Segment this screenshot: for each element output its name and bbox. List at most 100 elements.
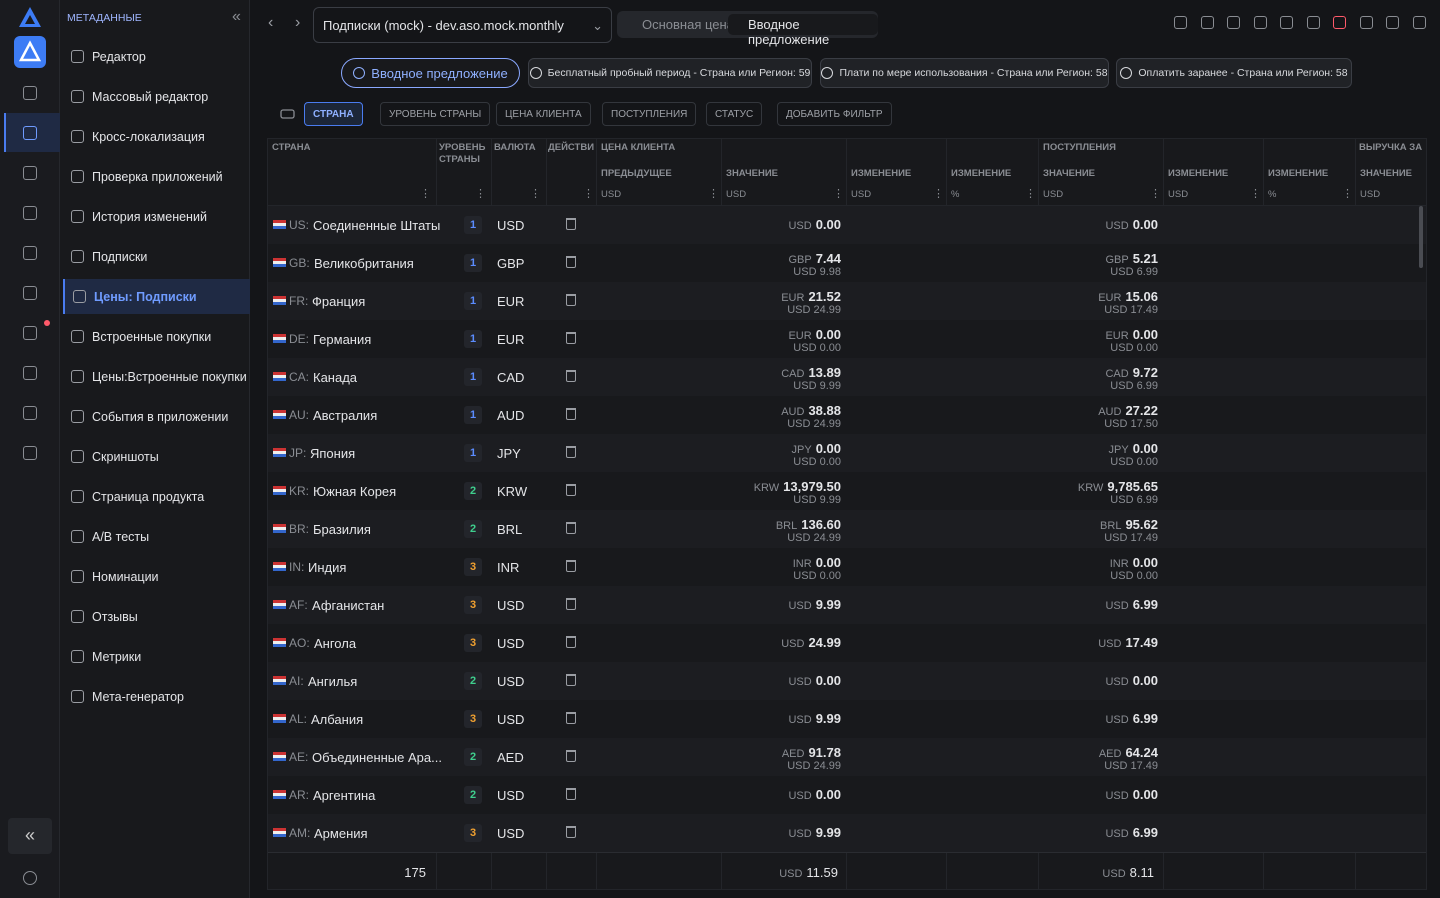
toolbar-icon[interactable] [1412, 16, 1426, 29]
filter-chip[interactable]: СТАТУС [706, 102, 763, 126]
offer-button[interactable]: Оплатить заранее - Страна или Регион: 58 [1116, 58, 1352, 88]
profile-icon[interactable] [23, 871, 37, 885]
toolbar-icon[interactable] [1306, 16, 1320, 29]
toolbar-icon[interactable] [1200, 16, 1214, 29]
toolbar-icon[interactable] [1333, 16, 1346, 29]
sidebar-item[interactable]: Кросс-локализация [63, 119, 250, 154]
filter-chip[interactable]: УРОВЕНЬ СТРАНЫ [380, 102, 491, 126]
toolbar-icon[interactable] [1227, 16, 1240, 29]
subscription-select[interactable]: Подписки (mock) - dev.aso.mock.monthly ⌄ [313, 7, 612, 43]
app-icon[interactable] [14, 36, 46, 68]
toolbar-icon[interactable] [1359, 16, 1373, 29]
price-tab[interactable]: Вводное предложение [728, 14, 878, 47]
flag [273, 448, 286, 457]
sidebar-item[interactable]: Встроенные покупки [63, 319, 250, 354]
amount: 0.00 [815, 217, 841, 232]
filter-chip[interactable]: ДОБАВИТЬ ФИЛЬТР [777, 102, 892, 126]
column-menu[interactable]: ⋮ [833, 188, 844, 200]
delete-button[interactable] [566, 294, 576, 306]
sidebar-item[interactable]: Скриншоты [63, 439, 250, 474]
delete-button[interactable] [566, 674, 576, 686]
rail-icon[interactable] [23, 206, 37, 220]
sidebar-item[interactable]: События в приложении [63, 399, 250, 434]
column-menu[interactable]: ⋮ [1250, 188, 1261, 200]
toolbar-icon[interactable] [1280, 16, 1293, 29]
column-menu[interactable]: ⋮ [420, 188, 431, 200]
price-table: СТРАНА УРОВЕНЬ СТРАНЫ ВАЛЮТА ДЕЙСТВИ ЦЕНА КЛ… [267, 138, 1427, 890]
sidebar-item[interactable]: Метрики [63, 639, 250, 674]
delete-button[interactable] [566, 712, 576, 724]
filter-chip[interactable]: ПОСТУПЛЕНИЯ [602, 102, 697, 126]
column-menu[interactable]: ⋮ [583, 188, 594, 200]
usd-equivalent: USD 0.00 [793, 570, 841, 582]
column-menu[interactable]: ⋮ [475, 188, 486, 200]
toolbar-icon[interactable] [1253, 16, 1267, 29]
column-menu[interactable]: ⋮ [1150, 188, 1161, 200]
sidebar-item[interactable]: Страница продукта [63, 479, 250, 514]
sidebar-item[interactable]: Мета-генератор [63, 679, 250, 714]
footer-total: USD 8.11 [954, 865, 1154, 880]
rail-icon[interactable] [23, 86, 37, 100]
delete-button[interactable] [566, 332, 576, 344]
column-menu[interactable]: ⋮ [933, 188, 944, 200]
delete-button[interactable] [566, 560, 576, 572]
filter-chip[interactable]: СТРАНА [304, 102, 363, 126]
delete-button[interactable] [566, 750, 576, 762]
back-button[interactable]: ‹ [268, 14, 274, 31]
rail-icon[interactable] [23, 286, 37, 300]
sidebar-item[interactable]: Цены: Подписки [63, 279, 250, 314]
toolbar-icon[interactable] [1386, 16, 1399, 29]
sidebar-item[interactable]: Редактор [63, 39, 250, 74]
flag [273, 790, 286, 799]
delete-button[interactable] [566, 788, 576, 800]
column-group-header: УРОВЕНЬ СТРАНЫ [439, 142, 486, 165]
delete-button[interactable] [566, 598, 576, 610]
column-group-header: ЦЕНА КЛИЕНТА [601, 142, 676, 153]
price-tab[interactable]: Основная цена [642, 17, 734, 32]
offer-button[interactable]: Вводное предложение [341, 58, 520, 88]
filter-chip[interactable]: ЦЕНА КЛИЕНТА [496, 102, 591, 126]
column-menu[interactable]: ⋮ [530, 188, 541, 200]
item-label: Редактор [92, 49, 146, 64]
country-code: FR: [289, 294, 309, 308]
delete-button[interactable] [566, 256, 576, 268]
sidebar-item[interactable]: Подписки [63, 239, 250, 274]
amount: 0.00 [815, 555, 841, 570]
sidebar-item[interactable]: Номинации [63, 559, 250, 594]
rail-icon[interactable] [23, 366, 37, 380]
forward-button[interactable]: › [295, 14, 301, 31]
offer-button[interactable]: Плати по мере использования - Страна или… [820, 58, 1109, 88]
rail-icon[interactable] [23, 126, 37, 140]
rail-icon[interactable] [23, 326, 37, 340]
collapse-sidebar[interactable]: « [232, 8, 241, 25]
toolbar-icon[interactable] [1174, 16, 1187, 29]
delete-button[interactable] [566, 826, 576, 838]
sidebar-item[interactable]: Цены:Встроенные покупки [63, 359, 250, 394]
country-name: Великобритания [314, 256, 414, 271]
sidebar-item[interactable]: A/B тесты [63, 519, 250, 554]
offer-button[interactable]: Бесплатный пробный период - Страна или Р… [528, 58, 812, 88]
sidebar-item[interactable]: Проверка приложений [63, 159, 250, 194]
delete-button[interactable] [566, 636, 576, 648]
delete-button[interactable] [566, 408, 576, 420]
delete-button[interactable] [566, 484, 576, 496]
column-menu[interactable]: ⋮ [1025, 188, 1036, 200]
rail-icon[interactable] [23, 406, 37, 420]
columns-icon[interactable] [280, 107, 296, 121]
country-code: AO: [289, 636, 310, 650]
sidebar-item[interactable]: Массовый редактор [63, 79, 250, 114]
sidebar-item[interactable]: История изменений [63, 199, 250, 234]
rail-active[interactable] [4, 113, 60, 152]
currency: INR [497, 560, 520, 575]
delete-button[interactable] [566, 522, 576, 534]
sidebar-item[interactable]: Отзывы [63, 599, 250, 634]
column-menu[interactable]: ⋮ [708, 188, 719, 200]
delete-button[interactable] [566, 218, 576, 230]
collapse-button[interactable]: « [8, 818, 52, 854]
column-menu[interactable]: ⋮ [1342, 188, 1353, 200]
rail-icon[interactable] [23, 446, 37, 460]
rail-icon[interactable] [23, 166, 37, 180]
delete-button[interactable] [566, 446, 576, 458]
rail-icon[interactable] [23, 246, 37, 260]
delete-button[interactable] [566, 370, 576, 382]
